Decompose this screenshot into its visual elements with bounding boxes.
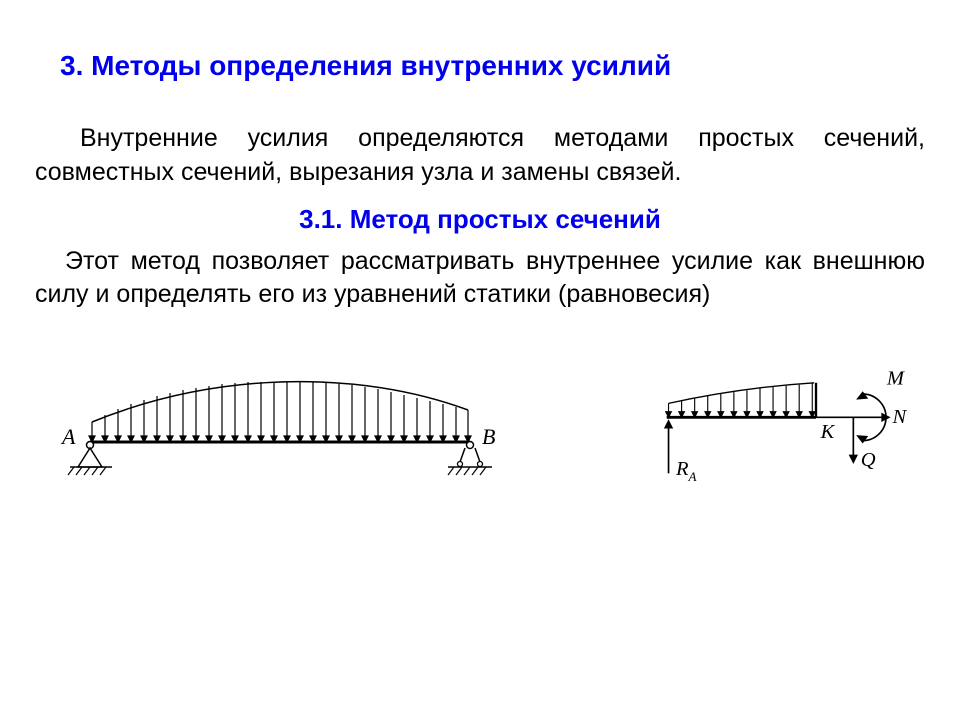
diagram-row: A B RA K [30,352,930,492]
intro-paragraph: Внутренние усилия определяются методами … [35,122,925,190]
label-Q: Q [861,449,876,471]
method-paragraph: Этот метод позволяет рассматривать внутр… [35,245,925,313]
label-K: K [820,421,836,443]
section-heading: 3. Методы определения внутренних усилий [60,50,930,82]
label-B: B [482,424,495,449]
beam-diagram-right: RA K N Q M [600,352,920,492]
beam-diagram-left: A B [40,352,520,492]
label-N: N [892,406,908,428]
subsection-heading: 3.1. Метод простых сечений [30,204,930,235]
label-RA: RA [675,458,698,484]
label-M: M [886,368,906,390]
label-A: A [60,424,76,449]
